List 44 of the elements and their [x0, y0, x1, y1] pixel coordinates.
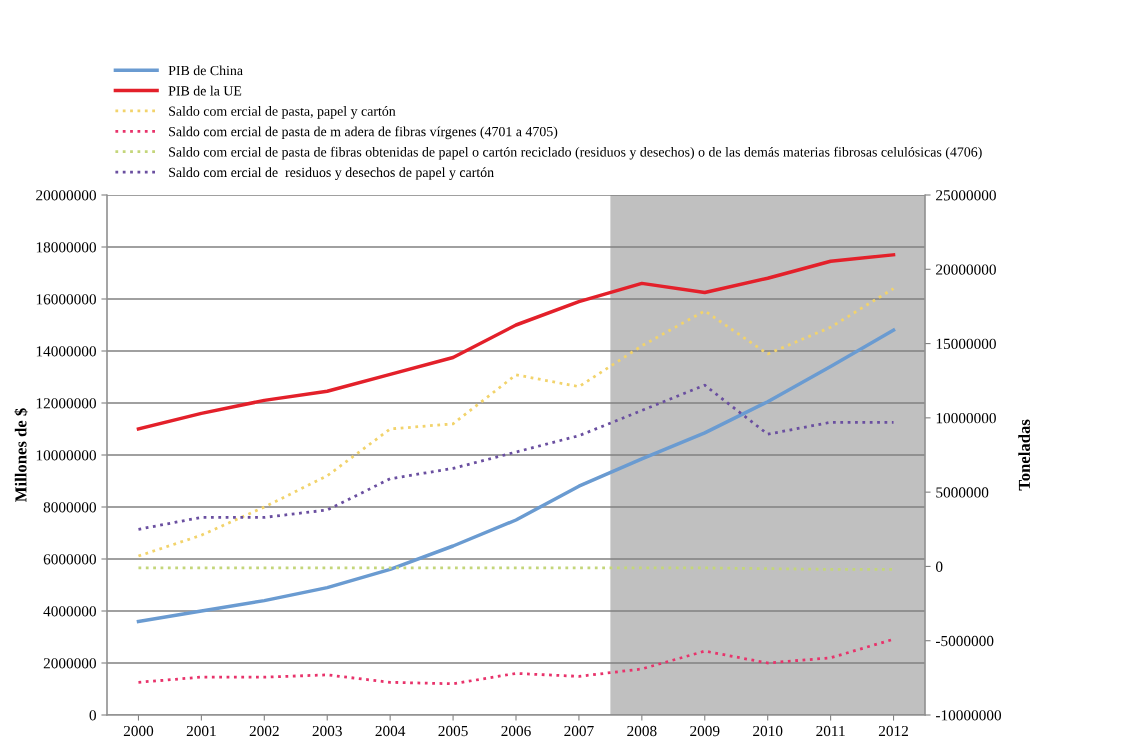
y2-tick-label: 15000000 — [936, 338, 996, 350]
y-tick-label: 6000000 — [43, 554, 96, 565]
y-tick-label: 0 — [89, 710, 96, 721]
y-tick-label: 8000000 — [43, 502, 96, 513]
y-tick-label: 4000000 — [43, 606, 96, 617]
legend-label: Saldo com ercial de pasta de fibras obtenidas de papel o cartón reciclado (residuos y desechos) o de las demás materias fibrosas celulósicas (4706) — [169, 146, 982, 160]
legend-label: PIB de China — [168, 65, 243, 76]
y-axis-title: Millones de $ — [14, 408, 28, 502]
x-tick-label: 2005 — [438, 725, 468, 737]
legend-label: Saldo com ercial de pasta, papel y cartón — [169, 106, 396, 119]
x-tick-label: 2012 — [878, 725, 908, 737]
x-tick-label: 2000 — [123, 725, 154, 737]
legend-label: Saldo com ercial de residuos y desechos de papel y cartón — [169, 167, 494, 180]
y-tick-label: 10000000 — [36, 450, 96, 461]
y2-tick-label: 0 — [936, 561, 943, 572]
x-tick-label: 2001 — [186, 725, 216, 737]
y-tick-label: 12000000 — [36, 398, 96, 409]
legend-label: Saldo com ercial de pasta de m adera de fibras vírgenes (4701 a 4705) — [169, 126, 558, 140]
y2-tick-label: 5000000 — [936, 487, 989, 498]
x-tick-label: 2009 — [690, 725, 720, 737]
y-tick-label: 16000000 — [36, 294, 96, 305]
y2-tick-label: 20000000 — [936, 264, 996, 275]
line-series — [136, 253, 896, 431]
legend-label: PIB de la UE — [168, 85, 242, 96]
x-tick-label: 2010 — [753, 725, 783, 737]
x-tick-label: 2007 — [564, 725, 594, 737]
line-series — [137, 383, 895, 531]
x-tick-label: 2003 — [312, 725, 342, 737]
x-tick-label: 2004 — [375, 725, 406, 737]
line-series — [136, 328, 896, 624]
x-tick-label: 2011 — [816, 725, 845, 737]
y2-tick-label: -5000000 — [935, 635, 994, 647]
x-tick-label: 2006 — [501, 725, 531, 737]
y-tick-label: 14000000 — [36, 346, 96, 357]
x-tick-label: 2008 — [627, 725, 657, 737]
y2-tick-label: 25000000 — [936, 190, 996, 201]
y2-axis-title: Toneladas — [1018, 419, 1031, 491]
y2-tick-label: 10000000 — [936, 413, 996, 424]
x-tick-label: 2002 — [249, 725, 279, 737]
y2-tick-label: -10000000 — [935, 710, 1002, 721]
line-series — [137, 287, 895, 558]
y-tick-label: 20000000 — [36, 190, 96, 201]
y-tick-label: 2000000 — [43, 658, 96, 669]
y-tick-label: 18000000 — [36, 242, 96, 253]
